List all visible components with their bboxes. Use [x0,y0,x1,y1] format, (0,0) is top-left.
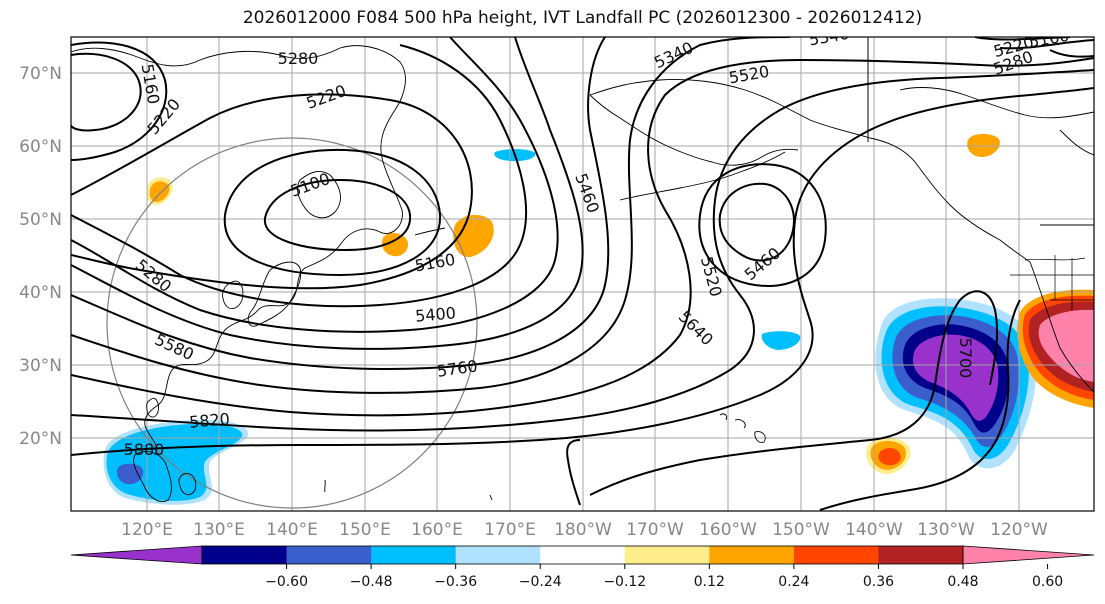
lat-label: 50°N [19,210,62,230]
lon-label: 170°E [484,520,536,540]
colorbar-segment [286,546,372,564]
lon-label: 160°W [699,520,757,540]
lon-label: 140°W [845,520,903,540]
lon-label: 130°W [917,520,975,540]
colorbar-extend-high [962,545,1095,565]
colorbar-extend-low [70,545,203,565]
colorbar-tick-label: −0.12 [603,574,646,590]
colorbar-tick-label: −0.36 [434,574,477,590]
contour-label: 5820 [188,409,230,431]
colorbar-segments [202,546,964,564]
lon-label: 130°E [193,520,245,540]
map-frame [70,36,1095,512]
lat-label: 40°N [19,283,62,303]
colorbar-ticks: −0.60 −0.48 −0.36 −0.24 −0.12 0.12 0.24 0.36 0.4… [265,564,1063,590]
lon-label: 180°W [554,520,612,540]
colorbar: −0.60 −0.48 −0.36 −0.24 −0.12 0.12 0.24 0.36 0.4… [70,545,1095,590]
lon-label: 170°W [626,520,684,540]
colorbar-segment [540,546,626,564]
colorbar-segment [202,546,288,564]
lon-label: 140°E [266,520,318,540]
lon-label: 160°E [411,520,463,540]
height-contours [71,37,1094,511]
contour-label: 5280 [278,49,319,68]
lon-label: 120°E [121,520,173,540]
colorbar-tick-label: 0.60 [1032,574,1063,590]
colorbar-frame [201,545,964,565]
colorbar-tick-label: −0.24 [519,574,562,590]
map-title: 2026012000 F084 500 hPa height, IVT Land… [242,8,923,28]
contour-label: 5700 [956,338,975,379]
colorbar-tick-label: 0.12 [694,574,725,590]
contour-label: 5880 [124,440,165,459]
lon-label: 150°E [339,520,391,540]
colorbar-segment [878,546,964,564]
latitude-labels: 70°N 60°N 50°N 40°N 30°N 20°N [19,64,62,449]
longitude-labels: 120°E 130°E 140°E 150°E 160°E 170°E 180°… [121,520,1048,540]
colorbar-tick-label: 0.36 [863,574,894,590]
colorbar-tick-label: 0.24 [778,574,809,590]
colorbar-segment [455,546,541,564]
lat-label: 60°N [19,137,62,157]
colorbar-segment [793,546,879,564]
colorbar-tick-label: 0.48 [947,574,978,590]
colorbar-segment [709,546,795,564]
colorbar-tick-label: −0.48 [350,574,393,590]
coastlines [71,37,1094,503]
distance-circle [106,137,478,509]
colorbar-segment [371,546,457,564]
graticule [71,37,1094,511]
colorbar-segment [624,546,710,564]
contour-label: 5400 [414,303,456,325]
lat-label: 20°N [19,429,62,449]
lat-label: 30°N [19,356,62,376]
lon-label: 120°W [990,520,1048,540]
colorbar-tick-label: −0.60 [265,574,308,590]
lon-label: 150°W [772,520,830,540]
lat-label: 70°N [19,64,62,84]
